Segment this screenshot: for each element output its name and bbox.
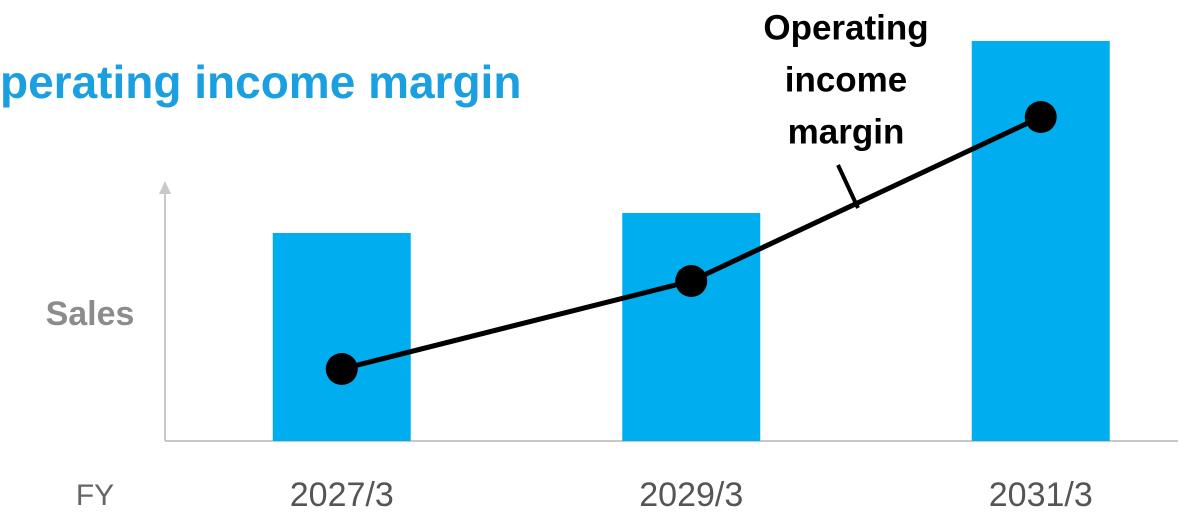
line-point: [325, 353, 358, 385]
annotation: margin: [788, 112, 905, 151]
bar: [272, 233, 411, 441]
bar: [622, 213, 761, 441]
chart-title: perating income margin: [0, 56, 521, 108]
line-point: [675, 265, 708, 297]
y-axis-arrow: [159, 181, 171, 194]
line-point: [1024, 101, 1057, 133]
annotation: income: [785, 60, 908, 99]
x-axis-label: FY: [76, 479, 114, 512]
callout-line: [836, 164, 860, 209]
y-axis-label: Sales: [46, 295, 135, 333]
x-tick-label: 2029/3: [639, 476, 743, 514]
x-tick-label: 2031/3: [989, 476, 1093, 514]
annotation: Operating: [763, 8, 928, 47]
x-tick-label: 2027/3: [290, 476, 394, 514]
